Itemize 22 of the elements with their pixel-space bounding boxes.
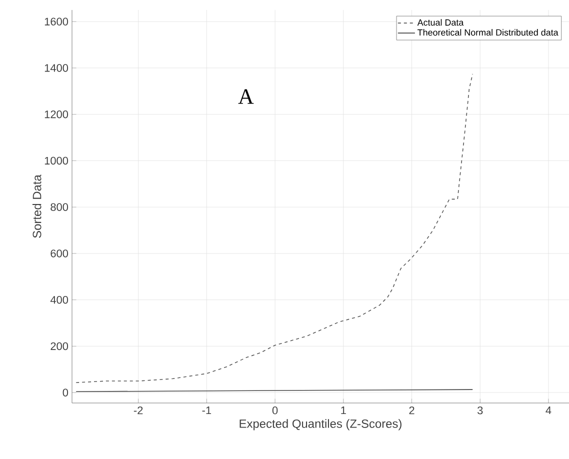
legend-label: Actual Data: [417, 19, 464, 26]
y-tick-label: 1400: [44, 64, 68, 72]
annotation: A: [238, 89, 254, 104]
y-tick-label: 200: [50, 342, 68, 350]
x-tick-label: 2: [409, 406, 414, 414]
y-tick-label: 600: [50, 250, 68, 258]
legend-label: Theoretical Normal Distributed data: [418, 29, 558, 36]
y-tick-label: 0: [62, 388, 68, 396]
x-tick-label: 0: [272, 406, 278, 414]
y-tick-label: 800: [50, 203, 68, 211]
y-tick-label: 1000: [44, 156, 68, 165]
y-tick-label: 400: [50, 296, 68, 304]
x-axis-title: Expected Quantiles (Z-Scores): [240, 419, 402, 430]
x-tick-label: -2: [134, 406, 143, 414]
y-tick-label: 1600: [44, 18, 68, 26]
x-tick-label: 4: [546, 406, 552, 414]
x-tick-label: -1: [202, 406, 212, 414]
x-tick-label: 1: [341, 406, 346, 414]
y-tick-label: 1200: [44, 110, 68, 118]
line-series: [76, 74, 474, 383]
y-axis-title: Sorted Data: [32, 174, 42, 238]
x-tick-label: 3: [478, 406, 483, 414]
